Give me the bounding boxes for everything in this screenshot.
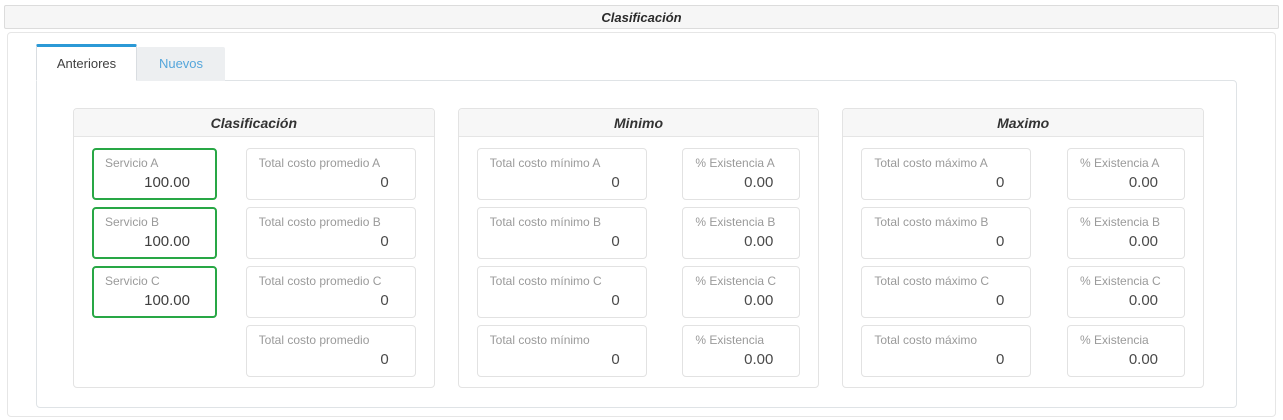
input-total-costo-minimo-c-label: Total costo mínimo C <box>489 274 602 288</box>
input-max-existencia-b-label: % Existencia B <box>1080 215 1161 229</box>
panel-maximo-header: Maximo <box>843 109 1204 137</box>
page-header-bar: Clasificación <box>4 5 1279 29</box>
input-total-costo-minimo-label: Total costo mínimo <box>489 333 590 347</box>
input-min-existencia-a-label: % Existencia A <box>695 156 775 170</box>
input-total-costo-maximo-c-value: 0 <box>996 292 1005 309</box>
panel-minimo-header: Minimo <box>458 109 819 137</box>
panels-row: Clasificación Servicio A 100.00 Total co… <box>73 108 1205 388</box>
input-total-costo-minimo-b[interactable]: Total costo mínimo B 0 <box>476 207 647 259</box>
input-max-existencia-b[interactable]: % Existencia B 0.00 <box>1067 207 1186 259</box>
input-total-costo-maximo-b-value: 0 <box>996 233 1005 250</box>
input-min-existencia[interactable]: % Existencia 0.00 <box>682 325 801 377</box>
input-max-existencia-c[interactable]: % Existencia C 0.00 <box>1067 266 1186 318</box>
panel-clasificacion-body: Servicio A 100.00 Total costo promedio A… <box>74 137 434 387</box>
input-total-costo-minimo-b-label: Total costo mínimo B <box>489 215 602 229</box>
input-total-costo-maximo-c[interactable]: Total costo máximo C 0 <box>861 266 1032 318</box>
input-total-costo-promedio-c[interactable]: Total costo promedio C 0 <box>245 266 416 318</box>
input-total-costo-promedio-b-value: 0 <box>380 233 389 250</box>
panel-minimo: Minimo Total costo mínimo A 0 % Existenc… <box>457 108 820 388</box>
input-total-costo-minimo-a[interactable]: Total costo mínimo A 0 <box>476 148 647 200</box>
input-min-existencia-label: % Existencia <box>695 333 765 347</box>
input-min-existencia-c-value: 0.00 <box>744 292 774 309</box>
input-min-existencia-c-label: % Existencia C <box>695 274 777 288</box>
input-total-costo-maximo-b-label: Total costo máximo B <box>874 215 989 229</box>
input-min-existencia-a[interactable]: % Existencia A 0.00 <box>682 148 801 200</box>
input-max-existencia-c-value: 0.00 <box>1128 292 1159 309</box>
input-total-costo-maximo-label: Total costo máximo <box>874 333 978 347</box>
input-min-existencia-a-value: 0.00 <box>744 174 774 191</box>
input-max-existencia-c-label: % Existencia C <box>1080 274 1161 288</box>
input-min-existencia-b-label: % Existencia B <box>695 215 776 229</box>
input-total-costo-maximo-a-label: Total costo máximo A <box>874 156 988 170</box>
input-total-costo-promedio-c-value: 0 <box>380 292 389 309</box>
tab-content-anteriores: Clasificación Servicio A 100.00 Total co… <box>36 80 1237 408</box>
input-total-costo-promedio-b[interactable]: Total costo promedio B 0 <box>245 207 416 259</box>
input-min-existencia-c[interactable]: % Existencia C 0.00 <box>682 266 801 318</box>
input-servicio-c[interactable]: Servicio C 100.00 <box>92 266 217 318</box>
input-total-costo-minimo-c-value: 0 <box>611 292 620 309</box>
input-servicio-c-label: Servicio C <box>105 274 160 288</box>
input-total-costo-promedio-b-label: Total costo promedio B <box>258 215 381 229</box>
empty-cell <box>92 325 217 377</box>
input-total-costo-maximo-value: 0 <box>996 351 1005 368</box>
input-max-existencia-a[interactable]: % Existencia A 0.00 <box>1067 148 1186 200</box>
input-total-costo-minimo-a-label: Total costo mínimo A <box>489 156 601 170</box>
input-total-costo-promedio-label: Total costo promedio <box>258 333 370 347</box>
input-total-costo-maximo-a-value: 0 <box>996 174 1005 191</box>
input-min-existencia-b[interactable]: % Existencia B 0.00 <box>682 207 801 259</box>
tabstrip: Anteriores Nuevos Clasificación Servicio… <box>36 44 1237 408</box>
input-total-costo-promedio-value: 0 <box>380 351 389 368</box>
panel-clasificacion: Clasificación Servicio A 100.00 Total co… <box>73 108 435 388</box>
panel-maximo-body: Total costo máximo A 0 % Existencia A 0.… <box>843 137 1203 387</box>
panel-clasificacion-header: Clasificación <box>74 109 434 137</box>
input-servicio-c-value: 100.00 <box>144 292 190 309</box>
input-total-costo-maximo-a[interactable]: Total costo máximo A 0 <box>861 148 1032 200</box>
input-total-costo-minimo-b-value: 0 <box>611 233 620 250</box>
input-total-costo-promedio-a-value: 0 <box>380 174 389 191</box>
tab-nuevos[interactable]: Nuevos <box>137 47 225 81</box>
input-max-existencia-value: 0.00 <box>1128 351 1159 368</box>
input-servicio-b-value: 100.00 <box>144 233 190 250</box>
panel-maximo: Maximo Total costo máximo A 0 % Existenc… <box>842 108 1205 388</box>
tab-anteriores[interactable]: Anteriores <box>36 44 137 81</box>
input-min-existencia-b-value: 0.00 <box>744 233 774 250</box>
input-max-existencia-a-value: 0.00 <box>1128 174 1159 191</box>
panel-clasificacion-title: Clasificación <box>210 114 298 131</box>
input-total-costo-maximo-b[interactable]: Total costo máximo B 0 <box>861 207 1032 259</box>
input-servicio-a-value: 100.00 <box>144 174 190 191</box>
panel-maximo-title: Maximo <box>997 114 1050 131</box>
input-servicio-a[interactable]: Servicio A 100.00 <box>92 148 217 200</box>
input-total-costo-maximo-c-label: Total costo máximo C <box>874 274 990 288</box>
input-total-costo-minimo[interactable]: Total costo mínimo 0 <box>476 325 647 377</box>
input-servicio-b[interactable]: Servicio B 100.00 <box>92 207 217 259</box>
input-total-costo-promedio-a-label: Total costo promedio A <box>258 156 381 170</box>
input-total-costo-promedio[interactable]: Total costo promedio 0 <box>245 325 416 377</box>
input-min-existencia-value: 0.00 <box>744 351 774 368</box>
tab-row: Anteriores Nuevos <box>36 44 1237 81</box>
page-title: Clasificación <box>601 9 682 25</box>
input-total-costo-promedio-a[interactable]: Total costo promedio A 0 <box>245 148 416 200</box>
panel-minimo-title: Minimo <box>614 114 663 131</box>
input-total-costo-minimo-value: 0 <box>611 351 620 368</box>
input-servicio-a-label: Servicio A <box>105 156 159 170</box>
input-max-existencia-a-label: % Existencia A <box>1080 156 1160 170</box>
main-card: Anteriores Nuevos Clasificación Servicio… <box>7 32 1276 417</box>
input-total-costo-minimo-c[interactable]: Total costo mínimo C 0 <box>476 266 647 318</box>
input-total-costo-minimo-a-value: 0 <box>611 174 620 191</box>
input-servicio-b-label: Servicio B <box>105 215 160 229</box>
input-max-existencia[interactable]: % Existencia 0.00 <box>1067 325 1186 377</box>
input-total-costo-promedio-c-label: Total costo promedio C <box>258 274 382 288</box>
input-total-costo-maximo[interactable]: Total costo máximo 0 <box>861 325 1032 377</box>
panel-minimo-body: Total costo mínimo A 0 % Existencia A 0.… <box>459 137 819 387</box>
input-max-existencia-label: % Existencia <box>1080 333 1149 347</box>
input-max-existencia-b-value: 0.00 <box>1128 233 1159 250</box>
